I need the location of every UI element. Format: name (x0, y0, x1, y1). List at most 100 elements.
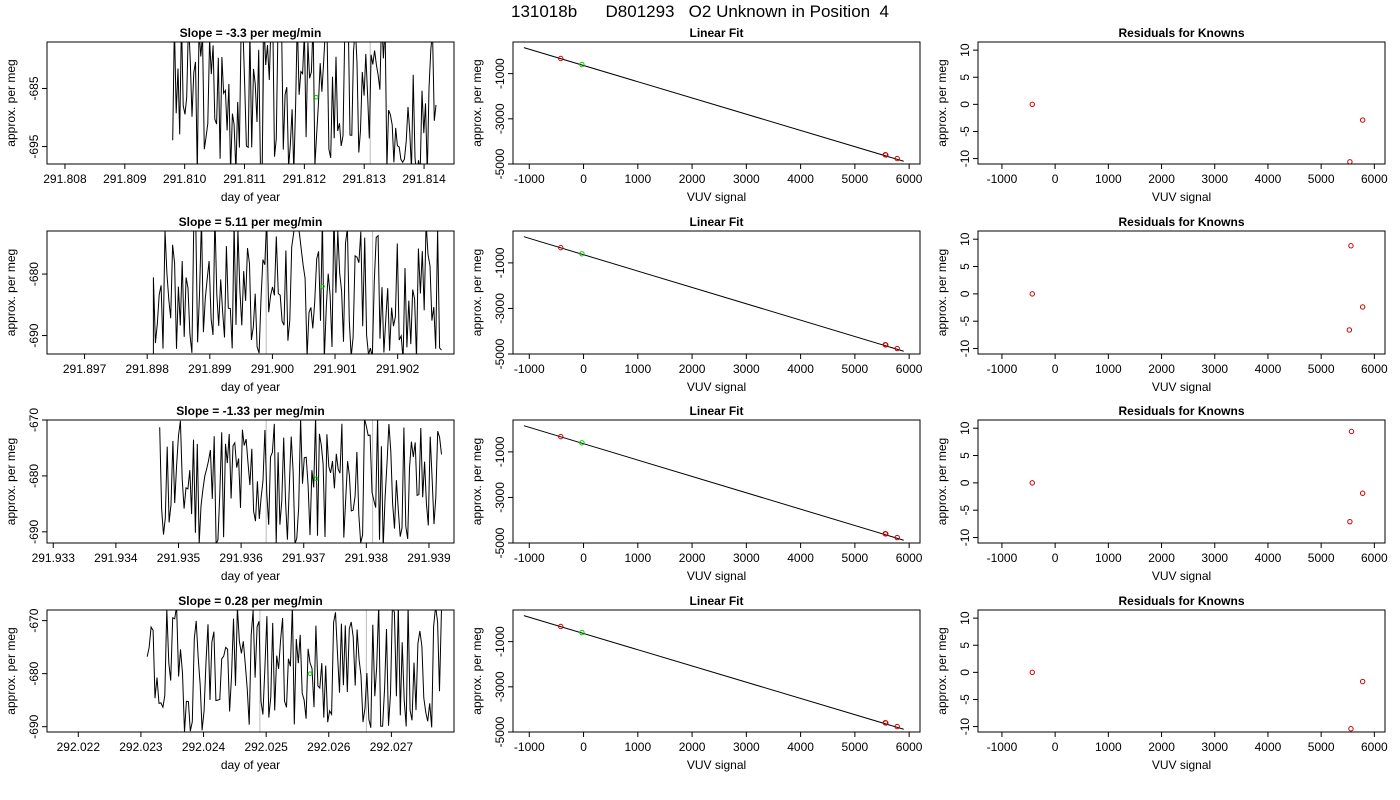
x-axis-label: VUV signal (687, 569, 746, 583)
x-tick-label: 3000 (1201, 740, 1228, 754)
x-axis: -1000 0 1000 2000 3000 4000 5000 6000 VUV signal (514, 354, 923, 394)
data-point (1359, 117, 1366, 123)
panel-r1_fit: Linear Fit -1000 0 1000 2000 3000 4000 5000 6000… (470, 215, 923, 394)
x-axis-label: VUV signal (687, 758, 746, 772)
y-tick-label: -685 (27, 76, 41, 100)
panel-r2_res: Residuals for Knowns -1000 0 1000 2000 3000 40… (935, 404, 1388, 583)
plot-area (523, 615, 904, 730)
x-tick-label: 3000 (1201, 362, 1228, 376)
x-tick-label: 291.808 (43, 172, 87, 186)
y-axis: 10 5 0 -5 -10 approx. per meg (935, 43, 978, 167)
x-axis: -1000 0 1000 2000 3000 4000 5000 6000 VUV signal (514, 164, 923, 204)
y-axis-label: approx. per meg (935, 59, 949, 146)
x-tick-label: 291.937 (282, 551, 326, 565)
x-tick-label: -1000 (514, 172, 545, 186)
panel-r3_res: Residuals for Knowns -1000 0 1000 2000 3000 40… (935, 594, 1388, 772)
plot-area (523, 47, 904, 162)
x-tick-label: 6000 (1361, 740, 1388, 754)
plot-frame (512, 419, 921, 544)
x-tick-label: -1000 (987, 362, 1018, 376)
y-axis: -1000 -3000 -5000 approx. per meg (470, 436, 513, 558)
x-tick-label: 5000 (842, 740, 869, 754)
y-axis-label: approx. per meg (470, 627, 484, 714)
y-tick-label: 10 (958, 421, 972, 435)
y-axis: -685 -695 approx. per meg (4, 59, 47, 159)
y-tick-label: -5000 (493, 716, 507, 747)
data-point (1359, 490, 1366, 496)
x-axis: 291.897 291.898 291.899 291.900 291.901 291.9… (63, 354, 420, 394)
plot-frame (512, 230, 921, 355)
y-tick-label: -1000 (493, 436, 507, 467)
y-axis: 10 5 0 -5 -10 approx. per meg (935, 421, 978, 546)
x-axis: 292.022 292.023 292.024 292.025 292.026 292.0… (57, 732, 413, 772)
x-axis: -1000 0 1000 2000 3000 4000 5000 6000 VUV signal (514, 543, 923, 583)
x-tick-label: -1000 (514, 551, 545, 565)
data-point (894, 155, 900, 162)
x-tick-label: 6000 (896, 551, 923, 565)
x-tick-label: 2000 (679, 172, 706, 186)
panel-r2_fit: Linear Fit -1000 0 1000 2000 3000 4000 5000 6000… (470, 404, 923, 583)
x-axis-label: VUV signal (1152, 380, 1211, 394)
x-axis-label: VUV signal (1152, 190, 1211, 204)
plot-area (47, 231, 442, 354)
x-tick-label: 0 (1052, 172, 1059, 186)
x-tick-label: 291.813 (343, 172, 387, 186)
x-axis-label: day of year (221, 758, 280, 772)
plot-frame (512, 41, 921, 165)
x-tick-label: 1000 (1095, 172, 1122, 186)
x-tick-label: 5000 (842, 362, 869, 376)
y-tick-label: -680 (27, 464, 41, 488)
x-tick-label: 2000 (679, 362, 706, 376)
data-point (894, 723, 900, 730)
x-tick-label: 3000 (733, 172, 760, 186)
y-tick-label: -1000 (493, 626, 507, 657)
y-tick-label: -680 (27, 262, 41, 286)
y-tick-label: -5 (958, 316, 972, 327)
plot-area (1029, 669, 1366, 732)
x-tick-label: 0 (1052, 740, 1059, 754)
data-point (579, 61, 585, 68)
x-tick-label: 291.898 (125, 362, 169, 376)
x-axis: -1000 0 1000 2000 3000 4000 5000 6000 VUV signal (987, 543, 1388, 583)
data-point (1359, 304, 1366, 310)
panel-r3_fit: Linear Fit -1000 0 1000 2000 3000 4000 5000 6000… (470, 594, 923, 772)
x-tick-label: 5000 (842, 172, 869, 186)
y-axis: -1000 -3000 -5000 approx. per meg (470, 247, 513, 369)
y-tick-label: -670 (27, 608, 41, 632)
x-axis: -1000 0 1000 2000 3000 4000 5000 6000 VUV signal (987, 164, 1388, 204)
x-axis-label: day of year (221, 569, 280, 583)
x-tick-label: 291.902 (376, 362, 420, 376)
y-tick-label: 5 (958, 74, 972, 81)
plot-area (172, 42, 437, 164)
x-tick-label: 6000 (896, 362, 923, 376)
y-axis-label: approx. per meg (4, 438, 18, 525)
panel-title: Residuals for Knowns (1118, 26, 1244, 40)
plot-area (1029, 243, 1366, 333)
y-tick-label: -670 (27, 408, 41, 432)
plot-frame (46, 41, 455, 165)
y-tick-label: -5 (958, 505, 972, 516)
data-point (1029, 291, 1035, 297)
x-axis-label: VUV signal (1152, 569, 1211, 583)
figure-title: 131018b D801293 O2 Unknown in Position 4 (510, 2, 890, 21)
y-axis: -1000 -3000 -5000 approx. per meg (470, 626, 513, 747)
x-tick-label: -1000 (514, 740, 545, 754)
x-tick-label: 1000 (624, 172, 651, 186)
plot-area (146, 610, 442, 732)
x-tick-label: 0 (1052, 551, 1059, 565)
x-tick-label: 6000 (896, 172, 923, 186)
data-point (1029, 101, 1035, 108)
y-tick-label: 10 (958, 611, 972, 625)
plot-frame (977, 41, 1386, 165)
x-tick-label: 291.939 (407, 551, 451, 565)
y-tick-label: -10 (958, 718, 972, 736)
plot-frame (977, 609, 1386, 733)
x-tick-label: 291.901 (313, 362, 357, 376)
x-tick-label: 0 (580, 172, 587, 186)
x-tick-label: 3000 (1201, 551, 1228, 565)
x-tick-label: 291.899 (188, 362, 232, 376)
panel-title: Slope = 0.28 per meg/min (178, 594, 322, 608)
x-tick-label: 1000 (624, 362, 651, 376)
y-tick-label: -5000 (493, 148, 507, 179)
